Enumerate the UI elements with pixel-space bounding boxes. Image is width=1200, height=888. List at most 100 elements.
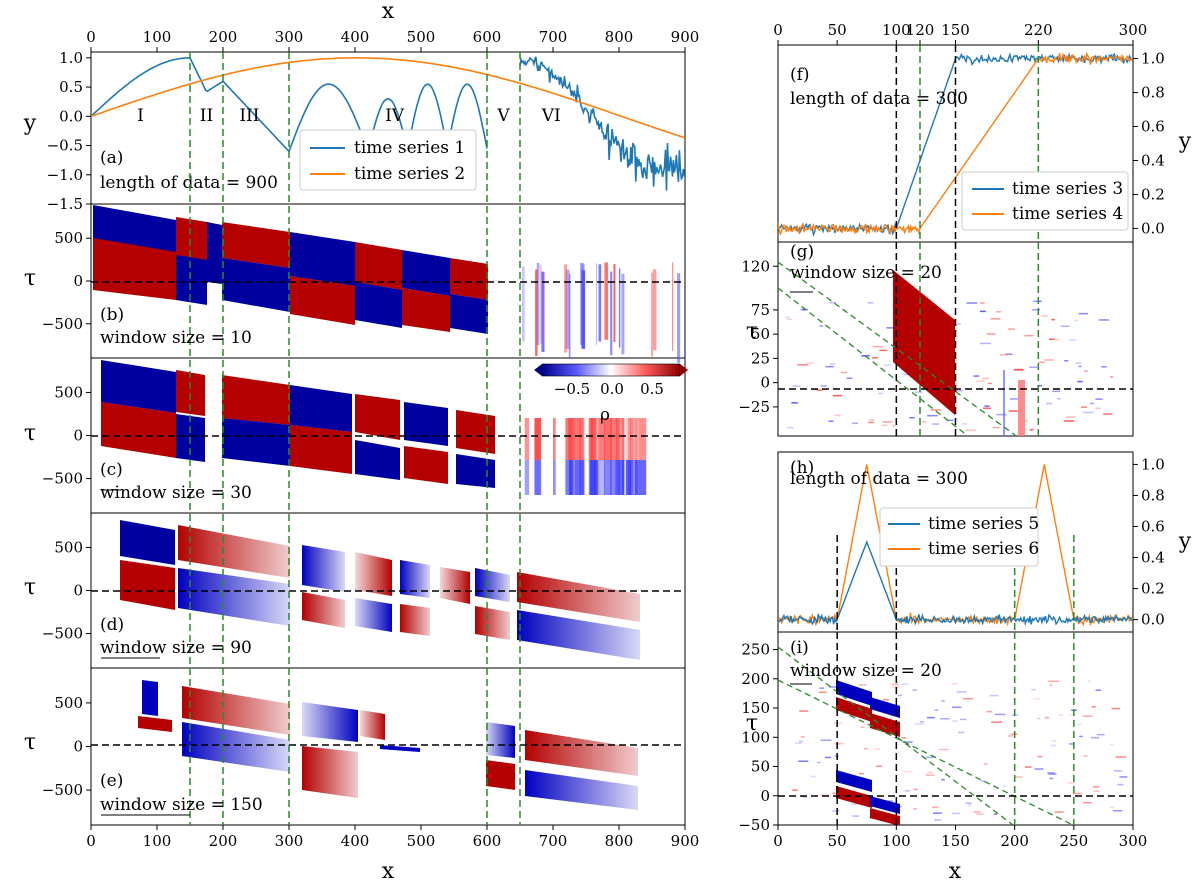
i-speckle xyxy=(1091,736,1100,739)
e-block-5 xyxy=(302,746,358,798)
b-stripe xyxy=(613,263,616,342)
ytick-label: 50 xyxy=(751,325,770,343)
ytick-label: 75 xyxy=(751,301,770,319)
c-stripes xyxy=(524,418,647,495)
i-speckle xyxy=(939,748,949,751)
bottom-xtick-label: 100 xyxy=(882,832,911,850)
g-speckle xyxy=(953,390,963,392)
e-block-11 xyxy=(525,730,638,776)
ytick-label: −1.0 xyxy=(47,166,83,184)
d-block-15 xyxy=(517,610,640,660)
top-xtick-label: 300 xyxy=(1119,21,1148,39)
g-speckle xyxy=(1051,318,1055,321)
i-speckle xyxy=(933,819,942,821)
bottom-xticks-left: 0 100 200 300 400 500 600 700 800 900 xyxy=(86,825,699,850)
i-speckle xyxy=(1117,783,1124,786)
g-speckle xyxy=(851,422,859,425)
i-speckle xyxy=(965,802,972,804)
g-speckle xyxy=(965,429,976,431)
colorbar-left-arrow xyxy=(534,364,542,376)
panel-g-label: (g) xyxy=(790,242,814,262)
e-block-9 xyxy=(486,722,515,758)
i-speckle xyxy=(951,812,961,815)
i-speckle xyxy=(993,813,997,815)
c-block-2 xyxy=(101,402,176,458)
i-speckle xyxy=(956,691,967,693)
c-stripe xyxy=(593,460,599,495)
c-stripe xyxy=(567,418,575,460)
colorbar-label: ρ xyxy=(600,405,610,425)
i-speckle xyxy=(1031,688,1037,691)
top-xtick-label: 100 xyxy=(143,28,172,46)
top-xtick-label: 150 xyxy=(941,21,970,39)
panel-h-ylabel: y xyxy=(1178,529,1192,554)
ytick-label: 0 xyxy=(760,374,770,392)
g-speckle xyxy=(976,380,985,382)
g-speckle xyxy=(921,421,927,423)
i-speckle xyxy=(1049,777,1054,780)
bottom-xtick-label: 250 xyxy=(1060,832,1089,850)
panel-a-yticks: −1.5 −1.0 −0.5 0.0 0.5 1.0 xyxy=(47,49,91,213)
c-stripe xyxy=(634,418,639,460)
panel-a-legend: time series 1 time series 2 xyxy=(299,129,477,191)
i-speckle xyxy=(891,683,899,686)
b-block-4 xyxy=(176,255,207,305)
panel-i-vlines xyxy=(836,632,1075,825)
ytick-label: −0.5 xyxy=(47,137,83,155)
d-block-8 xyxy=(355,598,392,632)
top-xtick-label: 0 xyxy=(773,21,783,39)
c-stripe xyxy=(618,418,621,460)
region-label: I xyxy=(137,106,144,126)
d-block-14 xyxy=(517,572,640,622)
panel-h-label: (h) xyxy=(790,458,814,478)
i-speckle xyxy=(1093,790,1100,792)
i-speckle xyxy=(919,721,925,723)
legend-ts3-label: time series 3 xyxy=(1012,179,1123,199)
bottom-xlabel-left: x xyxy=(382,859,395,884)
i-speckle xyxy=(800,736,805,738)
i-speckle xyxy=(832,792,838,795)
g-speckle xyxy=(819,325,824,327)
colorbar-right-arrow xyxy=(680,364,688,376)
bottom-xtick-label: 800 xyxy=(605,832,634,850)
region-label: III xyxy=(239,106,259,126)
c-block-11 xyxy=(404,402,448,446)
panel-b-label: (b) xyxy=(100,305,124,325)
g-speckle xyxy=(930,409,942,411)
i-speckle xyxy=(1003,785,1007,787)
i-speckle xyxy=(901,737,907,739)
i-speckle xyxy=(941,700,945,702)
region-label: IV xyxy=(385,106,405,126)
g-speckle xyxy=(1074,319,1079,322)
panel-f-label: (f) xyxy=(790,65,810,85)
i-speckle xyxy=(1082,715,1093,717)
g-speckle xyxy=(973,375,980,377)
i-speckle xyxy=(1109,806,1115,809)
i-speckle xyxy=(913,808,917,810)
c-stripe xyxy=(625,460,632,495)
b-stripe xyxy=(598,264,602,342)
i-speckle xyxy=(1083,755,1088,757)
panel-f-legend-box xyxy=(961,171,1129,231)
i-speckle xyxy=(858,772,864,775)
g-speckle xyxy=(813,389,825,391)
panel-f-legend: time series 3 time series 4 xyxy=(961,171,1129,231)
g-speckle xyxy=(932,423,940,425)
panel-f-yticks: 0.0 0.2 0.4 0.6 0.8 1.0 xyxy=(1133,50,1165,237)
i-speckle xyxy=(912,689,917,691)
g-speckle xyxy=(1041,315,1048,317)
green-vlines-left xyxy=(189,52,521,825)
panel-h-legend: time series 5 time series 6 xyxy=(879,507,1039,567)
b-stripe xyxy=(610,271,613,356)
c-stripe xyxy=(580,460,584,495)
g-speckle xyxy=(1008,410,1018,412)
b-block-13 xyxy=(402,288,450,332)
i-speckle xyxy=(1095,689,1101,691)
i-speckle xyxy=(1091,706,1096,708)
g-speckle xyxy=(886,327,894,329)
c-block-1 xyxy=(101,360,176,413)
g-speckle xyxy=(1081,406,1087,408)
top-xtick-label: 50 xyxy=(828,21,847,39)
g-speckle xyxy=(992,426,1000,429)
ytick-label: −500 xyxy=(42,315,83,333)
